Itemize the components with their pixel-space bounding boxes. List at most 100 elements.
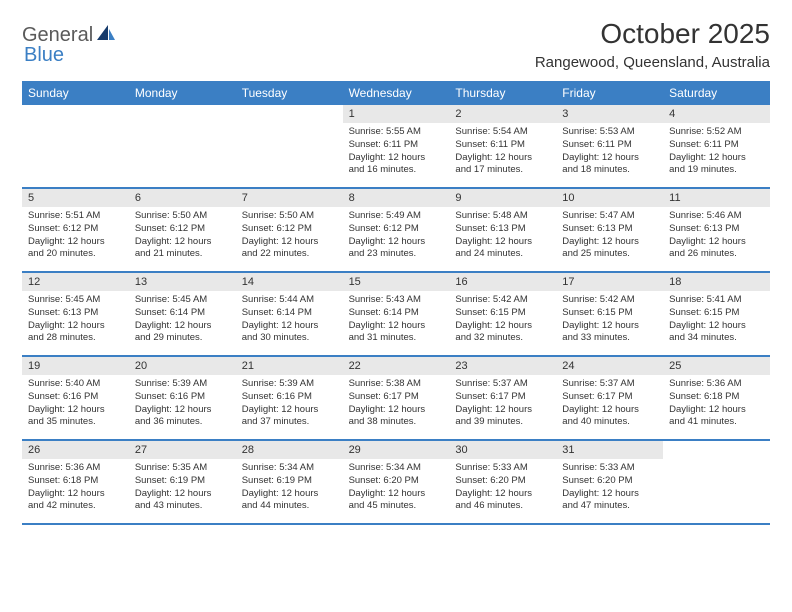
sunrise-text: Sunrise: 5:47 AM bbox=[562, 210, 657, 223]
day-details: Sunrise: 5:33 AMSunset: 6:20 PMDaylight:… bbox=[449, 459, 556, 517]
day-cell: 17Sunrise: 5:42 AMSunset: 6:15 PMDayligh… bbox=[556, 273, 663, 355]
daylight-text: Daylight: 12 hours and 21 minutes. bbox=[135, 236, 230, 262]
sunrise-text: Sunrise: 5:45 AM bbox=[28, 294, 123, 307]
sunrise-text: Sunrise: 5:33 AM bbox=[455, 462, 550, 475]
day-number: 8 bbox=[343, 189, 450, 207]
day-number: 13 bbox=[129, 273, 236, 291]
sunrise-text: Sunrise: 5:51 AM bbox=[28, 210, 123, 223]
sunset-text: Sunset: 6:13 PM bbox=[455, 223, 550, 236]
daylight-text: Daylight: 12 hours and 44 minutes. bbox=[242, 488, 337, 514]
sunset-text: Sunset: 6:11 PM bbox=[455, 139, 550, 152]
day-details: Sunrise: 5:54 AMSunset: 6:11 PMDaylight:… bbox=[449, 123, 556, 181]
day-details: Sunrise: 5:34 AMSunset: 6:19 PMDaylight:… bbox=[236, 459, 343, 517]
sunrise-text: Sunrise: 5:54 AM bbox=[455, 126, 550, 139]
sunset-text: Sunset: 6:12 PM bbox=[242, 223, 337, 236]
day-details: Sunrise: 5:49 AMSunset: 6:12 PMDaylight:… bbox=[343, 207, 450, 265]
daylight-text: Daylight: 12 hours and 30 minutes. bbox=[242, 320, 337, 346]
daylight-text: Daylight: 12 hours and 31 minutes. bbox=[349, 320, 444, 346]
daylight-text: Daylight: 12 hours and 38 minutes. bbox=[349, 404, 444, 430]
day-cell: 28Sunrise: 5:34 AMSunset: 6:19 PMDayligh… bbox=[236, 441, 343, 523]
day-cell bbox=[236, 105, 343, 187]
sunrise-text: Sunrise: 5:39 AM bbox=[242, 378, 337, 391]
day-cell: 29Sunrise: 5:34 AMSunset: 6:20 PMDayligh… bbox=[343, 441, 450, 523]
daylight-text: Daylight: 12 hours and 16 minutes. bbox=[349, 152, 444, 178]
sunset-text: Sunset: 6:17 PM bbox=[349, 391, 444, 404]
day-number: 16 bbox=[449, 273, 556, 291]
day-cell: 22Sunrise: 5:38 AMSunset: 6:17 PMDayligh… bbox=[343, 357, 450, 439]
sunrise-text: Sunrise: 5:39 AM bbox=[135, 378, 230, 391]
day-number: 22 bbox=[343, 357, 450, 375]
title-block: October 2025 Rangewood, Queensland, Aust… bbox=[535, 18, 770, 71]
day-cell bbox=[22, 105, 129, 187]
sunrise-text: Sunrise: 5:33 AM bbox=[562, 462, 657, 475]
day-number: 20 bbox=[129, 357, 236, 375]
day-cell: 23Sunrise: 5:37 AMSunset: 6:17 PMDayligh… bbox=[449, 357, 556, 439]
location-text: Rangewood, Queensland, Australia bbox=[535, 54, 770, 71]
daylight-text: Daylight: 12 hours and 45 minutes. bbox=[349, 488, 444, 514]
weekday-sunday: Sunday bbox=[22, 81, 129, 105]
weekday-tuesday: Tuesday bbox=[236, 81, 343, 105]
day-cell: 5Sunrise: 5:51 AMSunset: 6:12 PMDaylight… bbox=[22, 189, 129, 271]
sunset-text: Sunset: 6:16 PM bbox=[135, 391, 230, 404]
day-cell: 6Sunrise: 5:50 AMSunset: 6:12 PMDaylight… bbox=[129, 189, 236, 271]
day-number: 10 bbox=[556, 189, 663, 207]
sunrise-text: Sunrise: 5:40 AM bbox=[28, 378, 123, 391]
sunrise-text: Sunrise: 5:34 AM bbox=[242, 462, 337, 475]
day-cell: 21Sunrise: 5:39 AMSunset: 6:16 PMDayligh… bbox=[236, 357, 343, 439]
day-number: 17 bbox=[556, 273, 663, 291]
daylight-text: Daylight: 12 hours and 37 minutes. bbox=[242, 404, 337, 430]
sunset-text: Sunset: 6:16 PM bbox=[28, 391, 123, 404]
sunrise-text: Sunrise: 5:36 AM bbox=[28, 462, 123, 475]
day-details: Sunrise: 5:39 AMSunset: 6:16 PMDaylight:… bbox=[236, 375, 343, 433]
daylight-text: Daylight: 12 hours and 32 minutes. bbox=[455, 320, 550, 346]
sunset-text: Sunset: 6:14 PM bbox=[242, 307, 337, 320]
sunset-text: Sunset: 6:17 PM bbox=[562, 391, 657, 404]
weeks-container: 1Sunrise: 5:55 AMSunset: 6:11 PMDaylight… bbox=[22, 105, 770, 525]
day-details: Sunrise: 5:37 AMSunset: 6:17 PMDaylight:… bbox=[449, 375, 556, 433]
sunrise-text: Sunrise: 5:49 AM bbox=[349, 210, 444, 223]
day-number bbox=[663, 441, 770, 447]
sunset-text: Sunset: 6:13 PM bbox=[28, 307, 123, 320]
day-cell: 3Sunrise: 5:53 AMSunset: 6:11 PMDaylight… bbox=[556, 105, 663, 187]
sunrise-text: Sunrise: 5:48 AM bbox=[455, 210, 550, 223]
daylight-text: Daylight: 12 hours and 20 minutes. bbox=[28, 236, 123, 262]
day-cell: 8Sunrise: 5:49 AMSunset: 6:12 PMDaylight… bbox=[343, 189, 450, 271]
sunset-text: Sunset: 6:18 PM bbox=[669, 391, 764, 404]
day-details: Sunrise: 5:38 AMSunset: 6:17 PMDaylight:… bbox=[343, 375, 450, 433]
sunrise-text: Sunrise: 5:42 AM bbox=[455, 294, 550, 307]
sunset-text: Sunset: 6:12 PM bbox=[135, 223, 230, 236]
daylight-text: Daylight: 12 hours and 18 minutes. bbox=[562, 152, 657, 178]
day-details: Sunrise: 5:40 AMSunset: 6:16 PMDaylight:… bbox=[22, 375, 129, 433]
day-details: Sunrise: 5:34 AMSunset: 6:20 PMDaylight:… bbox=[343, 459, 450, 517]
sunrise-text: Sunrise: 5:50 AM bbox=[242, 210, 337, 223]
day-details: Sunrise: 5:55 AMSunset: 6:11 PMDaylight:… bbox=[343, 123, 450, 181]
day-details: Sunrise: 5:46 AMSunset: 6:13 PMDaylight:… bbox=[663, 207, 770, 265]
day-details: Sunrise: 5:47 AMSunset: 6:13 PMDaylight:… bbox=[556, 207, 663, 265]
day-cell: 7Sunrise: 5:50 AMSunset: 6:12 PMDaylight… bbox=[236, 189, 343, 271]
day-number: 9 bbox=[449, 189, 556, 207]
day-details: Sunrise: 5:51 AMSunset: 6:12 PMDaylight:… bbox=[22, 207, 129, 265]
day-cell: 20Sunrise: 5:39 AMSunset: 6:16 PMDayligh… bbox=[129, 357, 236, 439]
sunrise-text: Sunrise: 5:36 AM bbox=[669, 378, 764, 391]
day-number: 1 bbox=[343, 105, 450, 123]
day-number: 29 bbox=[343, 441, 450, 459]
sunset-text: Sunset: 6:19 PM bbox=[242, 475, 337, 488]
day-details: Sunrise: 5:35 AMSunset: 6:19 PMDaylight:… bbox=[129, 459, 236, 517]
weekday-monday: Monday bbox=[129, 81, 236, 105]
day-cell: 16Sunrise: 5:42 AMSunset: 6:15 PMDayligh… bbox=[449, 273, 556, 355]
day-number: 15 bbox=[343, 273, 450, 291]
sunset-text: Sunset: 6:11 PM bbox=[669, 139, 764, 152]
day-details: Sunrise: 5:43 AMSunset: 6:14 PMDaylight:… bbox=[343, 291, 450, 349]
month-title: October 2025 bbox=[535, 18, 770, 50]
sunrise-text: Sunrise: 5:46 AM bbox=[669, 210, 764, 223]
day-number: 31 bbox=[556, 441, 663, 459]
day-details: Sunrise: 5:42 AMSunset: 6:15 PMDaylight:… bbox=[449, 291, 556, 349]
day-number: 19 bbox=[22, 357, 129, 375]
day-cell: 10Sunrise: 5:47 AMSunset: 6:13 PMDayligh… bbox=[556, 189, 663, 271]
calendar: Sunday Monday Tuesday Wednesday Thursday… bbox=[22, 81, 770, 525]
sunset-text: Sunset: 6:14 PM bbox=[135, 307, 230, 320]
sunset-text: Sunset: 6:16 PM bbox=[242, 391, 337, 404]
sunset-text: Sunset: 6:12 PM bbox=[28, 223, 123, 236]
day-details: Sunrise: 5:36 AMSunset: 6:18 PMDaylight:… bbox=[663, 375, 770, 433]
day-cell: 1Sunrise: 5:55 AMSunset: 6:11 PMDaylight… bbox=[343, 105, 450, 187]
